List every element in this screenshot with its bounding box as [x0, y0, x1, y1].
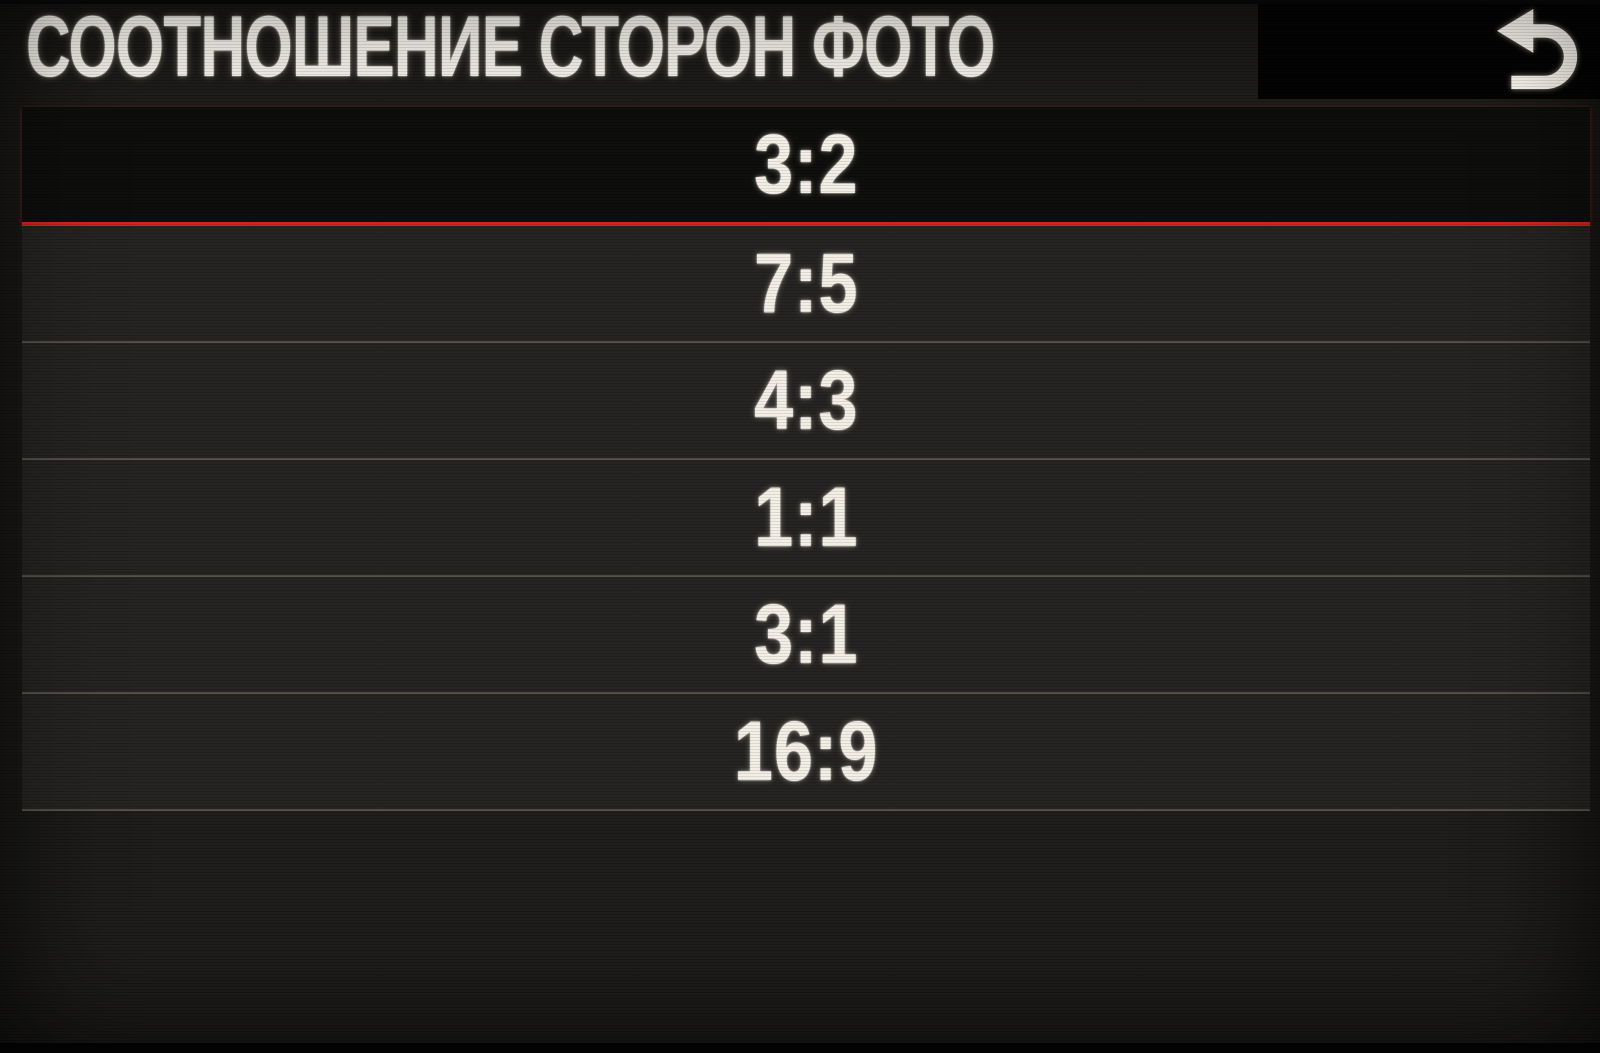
back-arrow-icon: [1497, 8, 1578, 89]
list-item-label: 4:3: [753, 353, 859, 447]
list-item-label: 1:1: [753, 470, 859, 564]
list-item-label: 3:2: [753, 117, 859, 211]
aspect-ratio-list: 3:2 7:5 4:3 1:1 3:1 16:9: [22, 107, 1590, 811]
list-item-label: 3:1: [753, 587, 859, 681]
screen-bottom-edge: [0, 1043, 1600, 1053]
screen-top-edge: [0, 0, 1600, 4]
list-item-7-5[interactable]: 7:5: [22, 226, 1590, 343]
list-item-4-3[interactable]: 4:3: [22, 343, 1590, 460]
back-button[interactable]: [1258, 0, 1600, 99]
page-title: СООТНОШЕНИЕ СТОРОН ФОТО: [26, 0, 995, 95]
list-item-3-2[interactable]: 3:2: [22, 107, 1590, 226]
list-item-1-1[interactable]: 1:1: [22, 460, 1590, 577]
list-item-3-1[interactable]: 3:1: [22, 577, 1590, 694]
list-item-label: 7:5: [753, 236, 859, 330]
list-item-label: 16:9: [733, 704, 879, 798]
list-item-16-9[interactable]: 16:9: [22, 694, 1590, 811]
